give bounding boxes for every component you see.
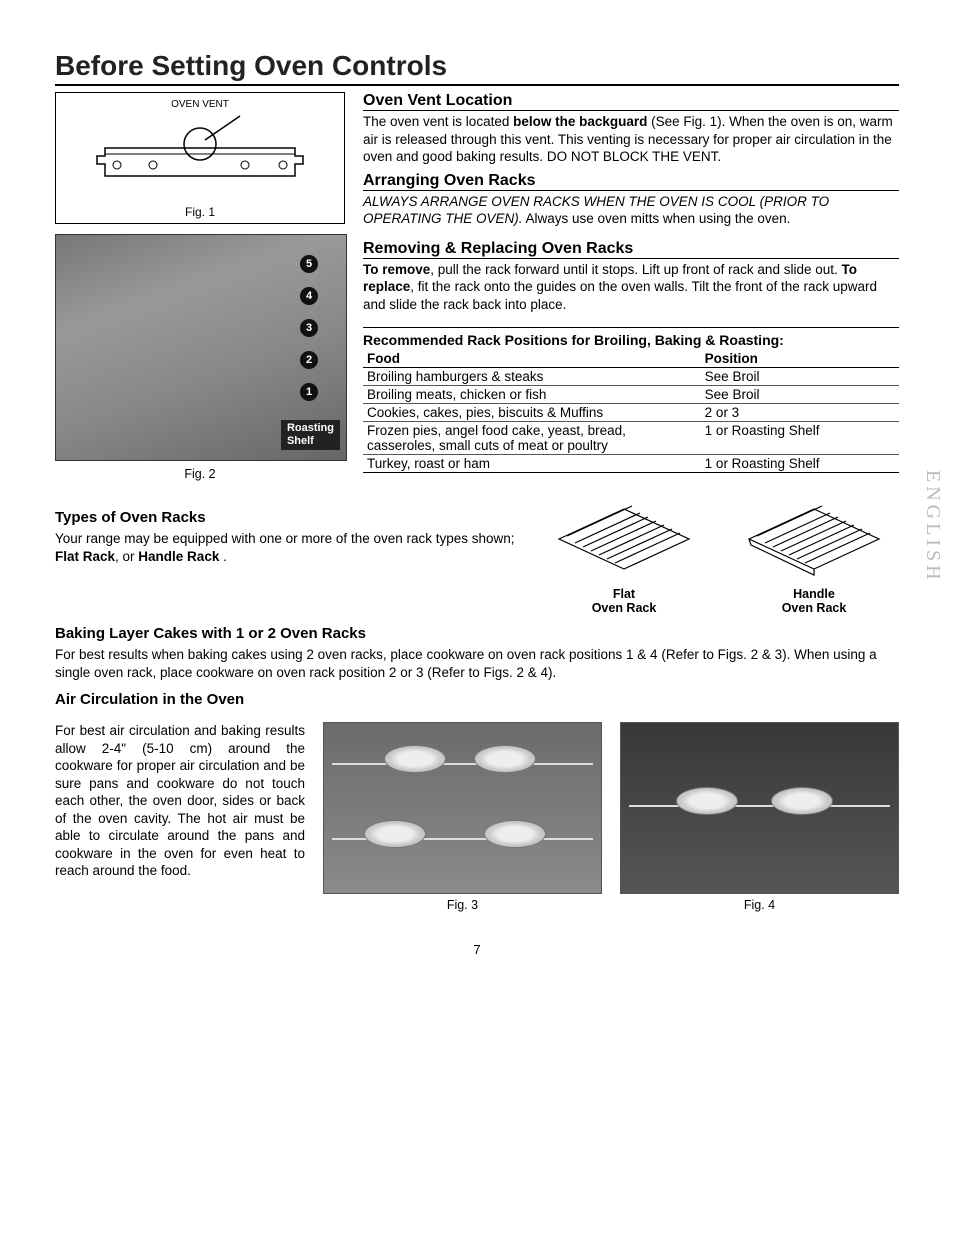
- fig1-label: OVEN VENT: [60, 99, 340, 110]
- col-position: Position: [701, 350, 899, 368]
- table-title: Recommended Rack Positions for Broiling,…: [363, 327, 899, 348]
- types-heading: Types of Oven Racks: [55, 509, 519, 526]
- baking-heading: Baking Layer Cakes with 1 or 2 Oven Rack…: [55, 625, 899, 642]
- flat-rack-illus: FlatOven Rack: [549, 499, 699, 615]
- fig2-caption: Fig. 2: [55, 467, 345, 481]
- rack-pos-1: 1: [300, 383, 318, 401]
- air-heading: Air Circulation in the Oven: [55, 691, 899, 708]
- rack-pos-2: 2: [300, 351, 318, 369]
- table-row: Broiling meats, chicken or fishSee Broil: [363, 386, 899, 404]
- fig3-caption: Fig. 3: [323, 898, 602, 912]
- rack-pos-4: 4: [300, 287, 318, 305]
- arranging-text: ALWAYS ARRANGE OVEN RACKS WHEN THE OVEN …: [363, 193, 899, 228]
- table-row: Cookies, cakes, pies, biscuits & Muffins…: [363, 404, 899, 422]
- air-text: For best air circulation and baking resu…: [55, 722, 305, 880]
- table-header: Food Position: [363, 350, 899, 368]
- types-text: Your range may be equipped with one or m…: [55, 530, 519, 565]
- removing-heading: Removing & Replacing Oven Racks: [363, 240, 899, 259]
- removing-text: To remove, pull the rack forward until i…: [363, 261, 899, 314]
- figure-3: Fig. 3: [323, 722, 602, 912]
- rack-illustrations: FlatOven Rack HandleOven Rack: [539, 499, 899, 615]
- text-column: Oven Vent Location The oven vent is loca…: [363, 92, 899, 481]
- page-number: 7: [55, 942, 899, 957]
- figure-4: Fig. 4: [620, 722, 899, 912]
- rack-pos-3: 3: [300, 319, 318, 337]
- rack-pos-5: 5: [300, 255, 318, 273]
- roasting-shelf-label: Roasting Shelf: [281, 420, 340, 450]
- table-row: Broiling hamburgers & steaksSee Broil: [363, 368, 899, 386]
- figures-column: OVEN VENT Fig. 1 5 4 3 2 1 Roasting: [55, 92, 345, 481]
- figure-2: 5 4 3 2 1 Roasting Shelf Fig. 2: [55, 234, 345, 481]
- oven-vent-text: The oven vent is located below the backg…: [363, 113, 899, 166]
- handle-rack-illus: HandleOven Rack: [739, 499, 889, 615]
- fig4-caption: Fig. 4: [620, 898, 899, 912]
- figure-1: OVEN VENT Fig. 1: [55, 92, 345, 224]
- oven-vent-heading: Oven Vent Location: [363, 92, 899, 111]
- table-row: Turkey, roast or ham1 or Roasting Shelf: [363, 455, 899, 473]
- col-food: Food: [363, 350, 701, 368]
- fig1-caption: Fig. 1: [60, 205, 340, 219]
- page-title: Before Setting Oven Controls: [55, 50, 899, 86]
- oven-vent-diagram: [85, 110, 315, 198]
- table-row: Frozen pies, angel food cake, yeast, bre…: [363, 422, 899, 455]
- baking-text: For best results when baking cakes using…: [55, 646, 899, 681]
- arranging-heading: Arranging Oven Racks: [363, 172, 899, 191]
- rack-positions-table: Food Position Broiling hamburgers & stea…: [363, 350, 899, 473]
- language-tab: ENGLISH: [921, 470, 944, 584]
